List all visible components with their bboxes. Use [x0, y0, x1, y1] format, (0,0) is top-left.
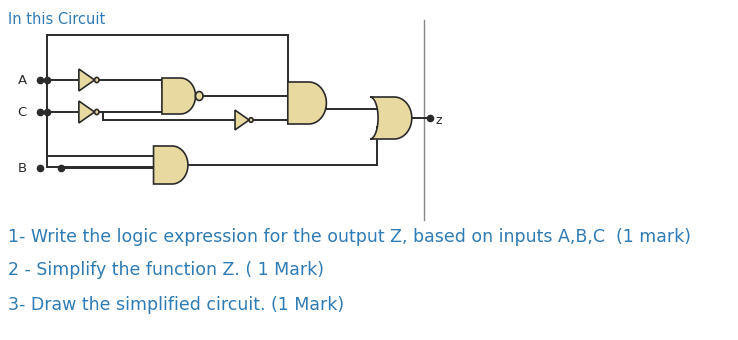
- Text: C: C: [18, 105, 27, 119]
- Circle shape: [196, 91, 203, 101]
- Polygon shape: [370, 97, 412, 139]
- Polygon shape: [162, 78, 196, 114]
- Text: 1- Write the logic expression for the output Z, based on inputs A,B,C  (1 mark): 1- Write the logic expression for the ou…: [8, 228, 692, 246]
- Circle shape: [94, 109, 99, 115]
- Text: z: z: [435, 114, 442, 126]
- Text: 3- Draw the simplified circuit. (1 Mark): 3- Draw the simplified circuit. (1 Mark): [8, 296, 345, 314]
- Circle shape: [249, 118, 253, 122]
- Text: A: A: [18, 73, 27, 86]
- Text: B: B: [18, 162, 27, 174]
- Polygon shape: [235, 110, 249, 130]
- Polygon shape: [288, 82, 326, 124]
- Text: 2 - Simplify the function Z. ( 1 Mark): 2 - Simplify the function Z. ( 1 Mark): [8, 261, 325, 279]
- Polygon shape: [79, 69, 94, 91]
- Polygon shape: [154, 146, 188, 184]
- Text: In this Circuit: In this Circuit: [8, 12, 106, 27]
- Circle shape: [94, 78, 99, 83]
- Polygon shape: [79, 101, 94, 123]
